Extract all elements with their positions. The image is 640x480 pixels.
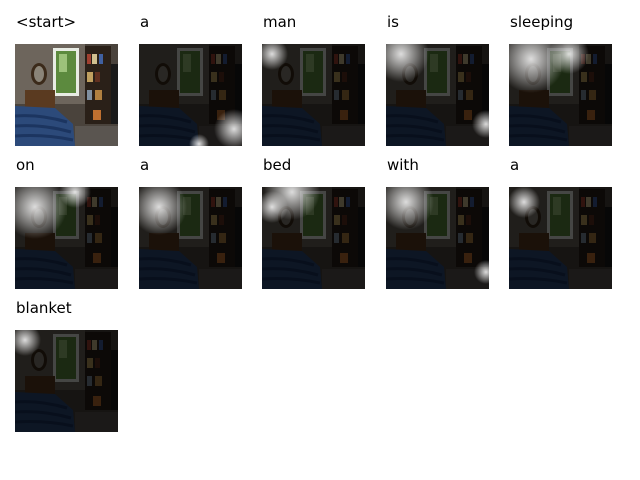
attention-blob (59, 187, 91, 208)
word-label: on (16, 156, 35, 174)
attention-blob (214, 109, 242, 146)
attention-image (139, 187, 242, 289)
attention-image (509, 187, 612, 289)
attention-image (15, 44, 118, 146)
attention-blob (262, 191, 288, 223)
attention-blob (549, 44, 589, 74)
attention-image (262, 187, 365, 289)
word-label: bed (263, 156, 291, 174)
attention-blob (15, 330, 41, 356)
attention-image (139, 44, 242, 146)
word-label: <start> (16, 13, 76, 31)
word-label: blanket (16, 299, 72, 317)
attention-blob (386, 44, 429, 82)
attention-blob (262, 44, 288, 70)
attention-blob (386, 187, 434, 230)
word-label: with (387, 156, 419, 174)
attention-blob (474, 260, 489, 284)
word-label: man (263, 13, 296, 31)
word-label: a (140, 13, 149, 31)
attention-image (15, 187, 118, 289)
attention-image (262, 44, 365, 146)
attention-blob (472, 110, 489, 138)
attention-image (509, 44, 612, 146)
word-label: a (140, 156, 149, 174)
attention-image (15, 330, 118, 432)
word-label: is (387, 13, 399, 31)
word-label: sleeping (510, 13, 573, 31)
attention-blob (15, 187, 67, 239)
attention-image (386, 187, 489, 289)
attention-blob (139, 187, 187, 235)
attention-blob (189, 134, 209, 146)
word-label: a (510, 156, 519, 174)
attention-image (386, 44, 489, 146)
attention-blob (509, 187, 540, 218)
scene-image (15, 44, 118, 146)
